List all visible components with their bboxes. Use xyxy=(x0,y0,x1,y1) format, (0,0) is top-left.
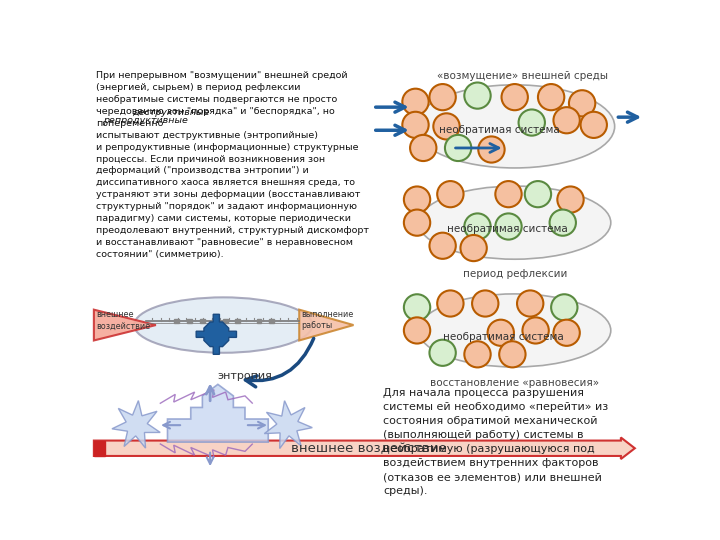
Circle shape xyxy=(487,320,514,346)
Circle shape xyxy=(404,186,431,213)
Circle shape xyxy=(404,294,431,320)
Polygon shape xyxy=(264,401,312,449)
Circle shape xyxy=(437,291,464,316)
Circle shape xyxy=(517,291,544,316)
Circle shape xyxy=(429,340,456,366)
Ellipse shape xyxy=(134,298,312,353)
Text: «возмущение» внешней среды: «возмущение» внешней среды xyxy=(437,71,608,81)
Text: деструктивные: деструктивные xyxy=(132,108,210,117)
Circle shape xyxy=(538,84,564,110)
Bar xyxy=(174,319,179,323)
Bar xyxy=(235,319,240,323)
Text: внешнее
воздействие: внешнее воздействие xyxy=(96,310,150,330)
Circle shape xyxy=(404,210,431,236)
Polygon shape xyxy=(300,309,354,340)
Circle shape xyxy=(464,213,490,240)
Circle shape xyxy=(518,110,545,136)
Circle shape xyxy=(429,233,456,259)
Circle shape xyxy=(525,181,551,207)
Bar xyxy=(200,319,204,323)
Bar xyxy=(212,319,216,323)
Circle shape xyxy=(502,84,528,110)
Bar xyxy=(223,319,228,323)
Circle shape xyxy=(433,113,459,139)
Bar xyxy=(94,441,104,456)
Circle shape xyxy=(472,291,498,316)
Circle shape xyxy=(478,137,505,163)
Circle shape xyxy=(499,341,526,367)
Circle shape xyxy=(464,341,490,367)
Circle shape xyxy=(495,213,522,240)
Circle shape xyxy=(445,135,472,161)
Circle shape xyxy=(461,235,487,261)
Circle shape xyxy=(402,112,428,138)
Text: При непрерывном "возмущении" внешней средой
(энергией, сырьем) в период рефлекси: При непрерывном "возмущении" внешней сре… xyxy=(96,71,369,259)
Ellipse shape xyxy=(418,186,611,259)
Circle shape xyxy=(495,181,522,207)
Text: необратимая система: необратимая система xyxy=(443,332,564,342)
Text: энтропия: энтропия xyxy=(217,372,272,381)
Circle shape xyxy=(551,294,577,320)
Circle shape xyxy=(402,89,428,115)
Text: период рефлексии: период рефлексии xyxy=(462,269,567,279)
Circle shape xyxy=(404,318,431,343)
Circle shape xyxy=(569,90,595,117)
Circle shape xyxy=(464,83,490,109)
Text: необратимая система: необратимая система xyxy=(446,224,567,234)
Bar xyxy=(269,319,274,323)
Text: необратимая система: необратимая система xyxy=(438,125,559,135)
Text: выполнение
работы: выполнение работы xyxy=(301,310,353,330)
Circle shape xyxy=(580,112,607,138)
Polygon shape xyxy=(196,314,236,354)
FancyArrow shape xyxy=(94,437,635,459)
Ellipse shape xyxy=(418,294,611,367)
Bar xyxy=(256,319,261,323)
Text: Для начала процесса разрушения
системы ей необходимо «перейти» из
состояния обра: Для начала процесса разрушения системы е… xyxy=(383,388,608,496)
Circle shape xyxy=(410,135,436,161)
Circle shape xyxy=(429,84,456,110)
Text: восстановление «равновесия»: восстановление «равновесия» xyxy=(430,378,599,388)
Polygon shape xyxy=(168,384,269,442)
Bar xyxy=(187,319,192,323)
Circle shape xyxy=(549,210,576,236)
Ellipse shape xyxy=(415,85,615,168)
Circle shape xyxy=(437,181,464,207)
Text: внешнее воздействие: внешнее воздействие xyxy=(291,442,447,455)
Circle shape xyxy=(554,107,580,133)
Circle shape xyxy=(523,318,549,343)
Polygon shape xyxy=(94,309,156,340)
Circle shape xyxy=(554,320,580,346)
Circle shape xyxy=(557,186,584,213)
Polygon shape xyxy=(112,401,160,448)
Text: репродуктивные: репродуктивные xyxy=(103,116,188,125)
